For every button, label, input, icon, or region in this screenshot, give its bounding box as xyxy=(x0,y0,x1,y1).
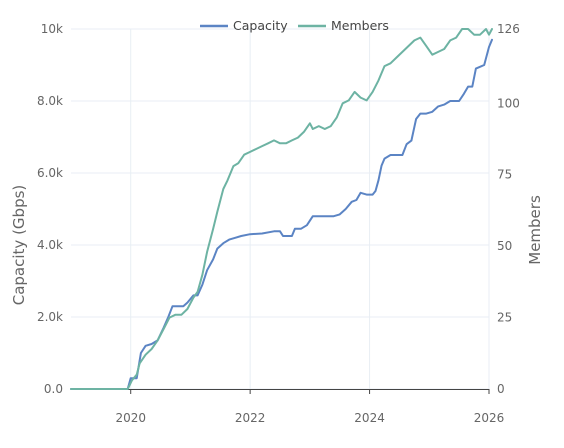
grid-lines xyxy=(71,28,490,390)
y2-tick-label-5: 126 xyxy=(497,22,520,36)
y2-tick-label-1: 25 xyxy=(497,311,512,325)
y-axis-title-left: Capacity (Gbps) xyxy=(10,185,28,306)
y-tick-label-2: 4.0k xyxy=(37,238,63,252)
x-tick-label-2026: 2026 xyxy=(474,411,505,425)
x-tick-label-2022: 2022 xyxy=(235,411,266,425)
y-tick-label-5: 10k xyxy=(41,22,63,36)
series-line-members xyxy=(70,28,493,390)
axes xyxy=(71,389,490,394)
y-axis-title-right: Members xyxy=(526,195,544,265)
y-tick-label-1: 2.0k xyxy=(37,310,63,324)
y-tick-label-0: 0.0 xyxy=(44,382,63,396)
series-line-capacity xyxy=(70,38,493,390)
x-tick-label-2020: 2020 xyxy=(115,411,146,425)
y-tick-label-4: 8.0k xyxy=(37,94,63,108)
legend-label-capacity: Capacity xyxy=(233,18,288,33)
y2-tick-label-0: 0 xyxy=(497,382,505,396)
legend: Capacity Members xyxy=(200,18,389,33)
x-tick-label-2024: 2024 xyxy=(354,411,385,425)
y-tick-label-3: 6.0k xyxy=(37,166,63,180)
series-layer xyxy=(70,28,493,390)
y2-tick-label-4: 100 xyxy=(497,96,520,110)
y2-tick-label-3: 75 xyxy=(497,168,512,182)
legend-item-members[interactable]: Members xyxy=(298,18,389,33)
tick-labels: 2020 2022 2024 2026 0.0 2.0k 4.0k 6.0k 8.0k 10k 0 2… xyxy=(37,22,520,425)
legend-label-members: Members xyxy=(331,18,389,33)
y2-tick-label-2: 50 xyxy=(497,239,512,253)
legend-item-capacity[interactable]: Capacity xyxy=(200,18,288,33)
